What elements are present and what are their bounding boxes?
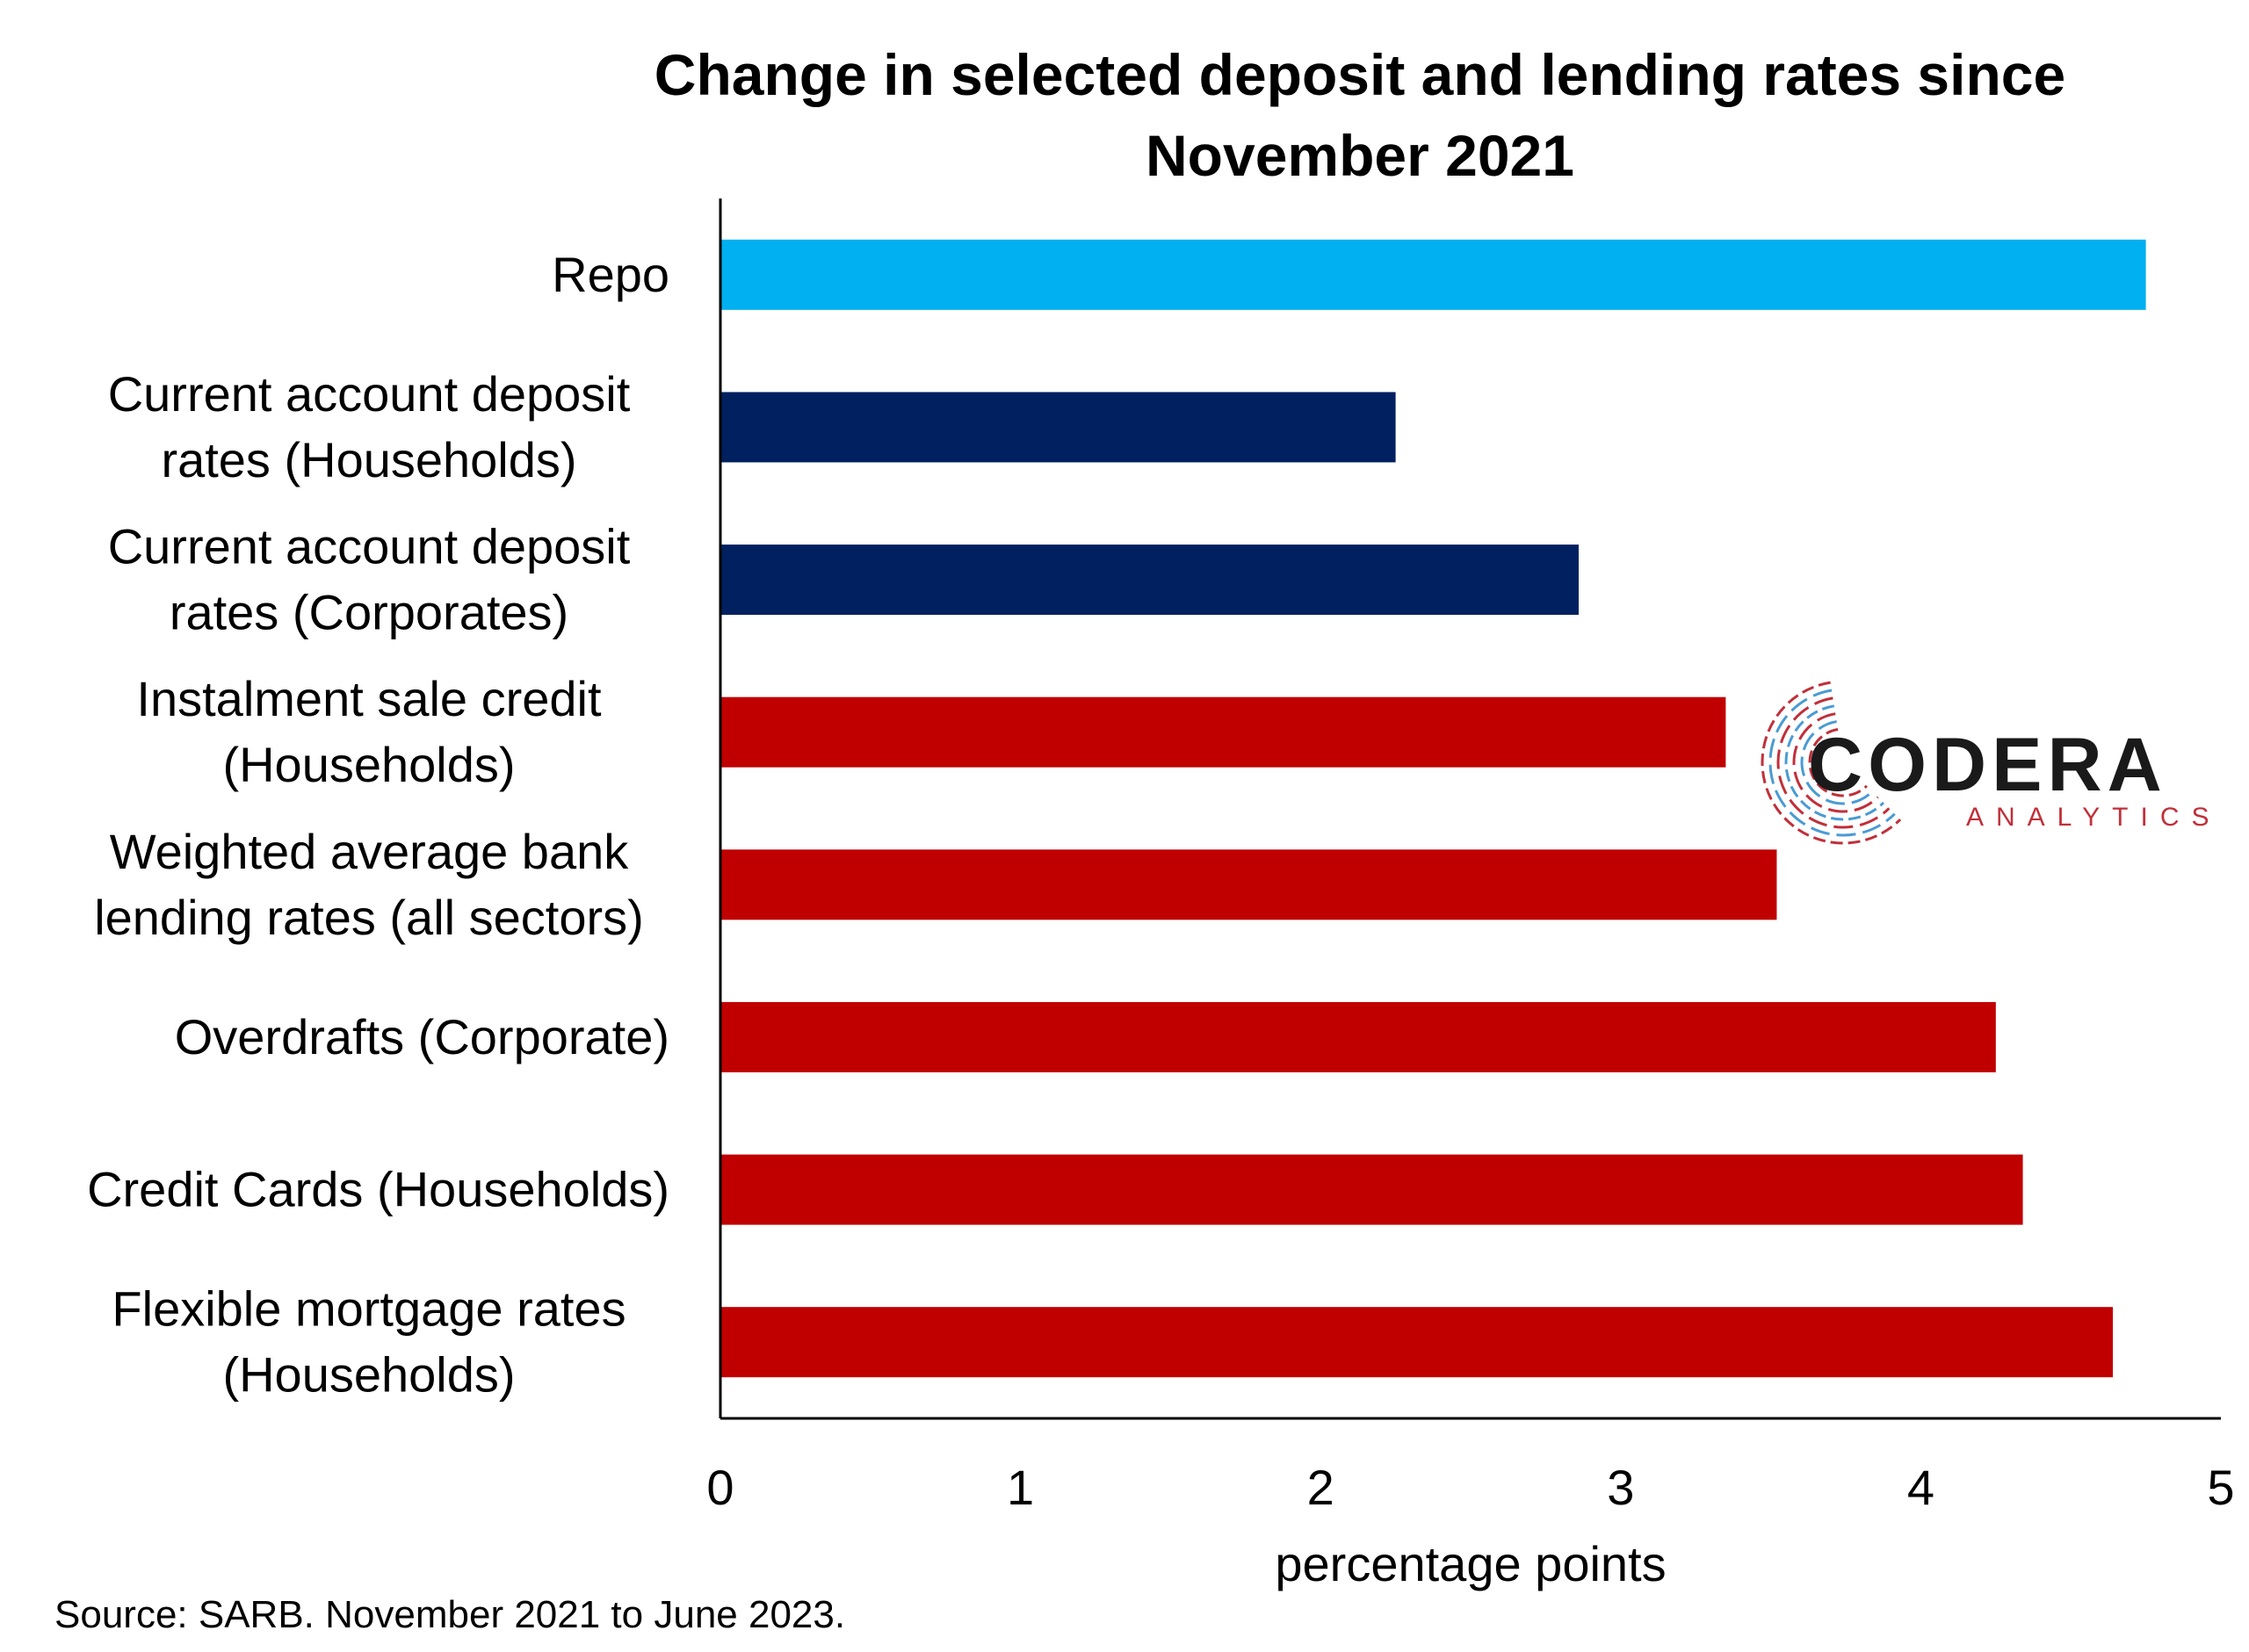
x-tick-label: 0: [706, 1460, 734, 1515]
category-labels: Repo Current account deposit rates (Househ…: [87, 247, 669, 1403]
bar: [720, 849, 1777, 920]
category-label: Current account deposit: [108, 366, 631, 422]
category-label: Weighted average bank: [110, 824, 629, 879]
x-tick-label: 1: [1007, 1460, 1034, 1515]
logo-subtitle: ANALYTICS: [1966, 803, 2222, 832]
chart-title: Change in selected deposit and lending r…: [654, 42, 2065, 188]
category-label: Repo: [552, 247, 669, 302]
logo-name: CODERA: [1808, 723, 2167, 807]
x-tick-label: 5: [2207, 1460, 2234, 1515]
logo-circuit-icon: [1761, 681, 1902, 845]
bar: [720, 545, 1579, 616]
logo-arc: [1792, 712, 1879, 813]
x-tick-label: 2: [1307, 1460, 1334, 1515]
chart-title-line: November 2021: [1146, 123, 1574, 188]
category-label: Flexible mortgage rates: [112, 1281, 626, 1337]
category-label: rates (Households): [161, 432, 576, 487]
bar: [720, 1307, 2114, 1378]
bar: [720, 1154, 2023, 1225]
logo-arc: [1776, 696, 1891, 829]
category-label: rates (Corporates): [170, 585, 568, 640]
x-tick-labels: 0 1 2 3 4 5: [706, 1460, 2234, 1515]
logo-arc: [1800, 720, 1874, 805]
bar: [720, 696, 1726, 768]
x-axis-title: percentage points: [1275, 1536, 1666, 1591]
source-note: Source: SARB. November 2021 to June 2023…: [54, 1593, 845, 1636]
logo-arc: [1761, 681, 1902, 845]
category-label: Credit Cards (Households): [87, 1162, 669, 1217]
category-label: (Households): [222, 737, 515, 792]
bar: [720, 392, 1396, 463]
bar: [720, 239, 2146, 310]
codera-logo: CODERA ANALYTICS: [1761, 681, 2222, 845]
chart-title-line: Change in selected deposit and lending r…: [654, 42, 2065, 107]
x-tick-label: 3: [1607, 1460, 1634, 1515]
bar: [720, 1001, 1996, 1072]
logo-arc: [1768, 689, 1896, 837]
category-label: Current account deposit: [108, 519, 631, 574]
category-label: Overdrafts (Corporate): [175, 1009, 669, 1064]
category-label: lending rates (all sectors): [94, 890, 644, 945]
x-tick-label: 4: [1907, 1460, 1934, 1515]
category-label: (Households): [222, 1347, 515, 1403]
bars-group: [720, 239, 2146, 1378]
logo-arc: [1784, 704, 1885, 821]
logo-arc: [1808, 727, 1868, 797]
category-label: Instalment sale credit: [136, 671, 602, 726]
